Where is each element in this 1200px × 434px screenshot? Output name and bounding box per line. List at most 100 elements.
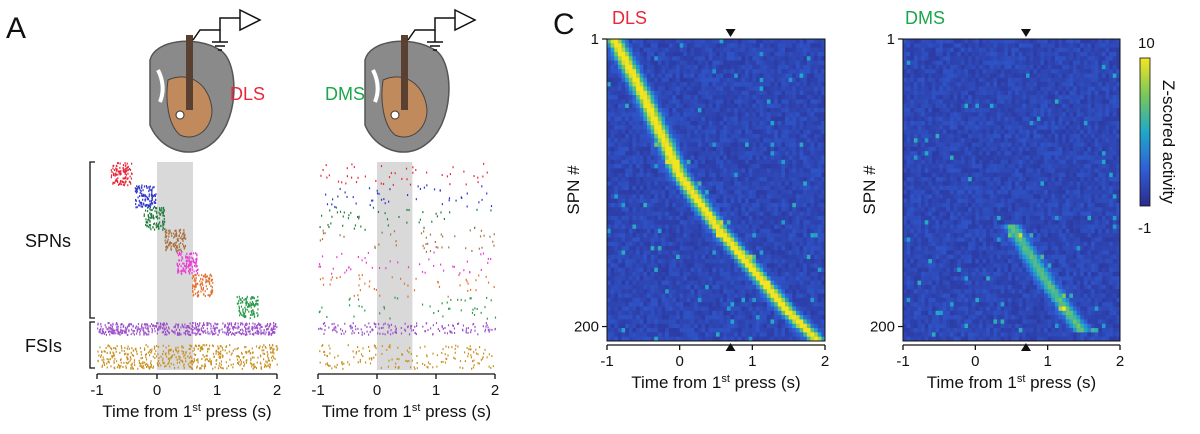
heatmap-cell [621, 190, 626, 195]
spike-mark [140, 350, 142, 353]
spike-mark [150, 350, 153, 353]
heatmap-cell [777, 211, 782, 217]
spike-mark [147, 328, 149, 331]
spike-mark [244, 324, 246, 327]
heatmap-cell [683, 95, 688, 100]
spike-mark [132, 332, 134, 335]
heatmap-cell [643, 129, 648, 135]
heatmap-cell [795, 82, 800, 87]
spike-mark [147, 219, 149, 222]
spike-mark [128, 329, 130, 332]
heatmap-cell [803, 108, 808, 113]
heatmap-cell [752, 56, 757, 61]
spike-mark [149, 208, 151, 211]
spike-mark [406, 194, 409, 197]
spike-mark [189, 260, 191, 263]
heatmap-cell [806, 56, 811, 61]
heatmap-cell [697, 185, 702, 191]
spike-mark [181, 256, 183, 259]
spike-mark [106, 351, 108, 354]
heatmap-cell [737, 90, 742, 96]
spike-mark [239, 297, 241, 300]
spike-mark [273, 352, 275, 355]
spike-mark [180, 259, 182, 262]
spike-mark [103, 350, 105, 353]
heatmap-cell [748, 86, 753, 92]
heatmap-cell [716, 164, 720, 169]
spike-mark [467, 327, 469, 330]
spike-mark [257, 295, 259, 298]
heatmap-cell [636, 151, 640, 156]
spike-mark [441, 174, 443, 177]
heatmap-cell [665, 47, 670, 53]
spike-mark [414, 367, 416, 370]
heatmap-cell [610, 47, 615, 53]
heatmap-cell [741, 51, 746, 57]
spike-mark [400, 277, 402, 280]
spike-mark [275, 345, 277, 348]
heatmap-cell [697, 133, 702, 139]
spike-mark [215, 326, 217, 329]
spike-mark [165, 248, 167, 251]
heatmap-cell [639, 86, 644, 92]
heatmap-cell [730, 64, 735, 70]
heatmap-cell [657, 120, 662, 126]
spike-mark [189, 344, 191, 347]
heatmap-cell [726, 138, 731, 143]
heatmap-cell [726, 47, 731, 53]
heatmap-cell [734, 155, 739, 161]
heatmap-cell [657, 190, 662, 195]
spike-mark [151, 214, 153, 217]
heatmap-cell [719, 99, 724, 105]
spike-mark [440, 233, 442, 236]
heatmap-cell [625, 211, 630, 217]
spike-mark [475, 352, 478, 355]
heatmap-cell [697, 82, 702, 87]
spike-mark [326, 354, 328, 357]
spike-mark [129, 168, 131, 171]
spike-mark [173, 243, 175, 246]
heatmap-cell [799, 138, 804, 143]
spike-mark [445, 357, 447, 360]
spike-mark [193, 353, 196, 356]
spike-mark [156, 362, 158, 365]
heatmap-cell [755, 142, 760, 148]
spike-mark [471, 311, 474, 314]
heatmap-cell [748, 133, 753, 139]
spike-mark [144, 198, 146, 201]
spike-mark [260, 325, 262, 328]
heatmap-cell [683, 69, 688, 74]
spike-mark [112, 174, 115, 177]
heatmap-cell [759, 69, 764, 74]
heatmap-cell [650, 43, 655, 48]
spike-mark [447, 295, 449, 298]
heatmap-cell [748, 69, 753, 74]
spike-mark [208, 280, 210, 283]
heatmap-cell [723, 190, 728, 195]
heatmap-cell [821, 116, 826, 122]
heatmap-cell [668, 51, 673, 57]
heatmap-cell [654, 82, 659, 87]
heatmap-cell [723, 120, 728, 126]
spike-mark [420, 232, 423, 235]
heatmap-cell [748, 103, 753, 109]
heatmap-cell [705, 60, 710, 66]
heatmap-cell [748, 172, 753, 178]
spike-mark [116, 366, 118, 369]
heatmap-cell [821, 159, 826, 165]
heatmap-cell [723, 181, 728, 186]
heatmap-cell [748, 215, 753, 221]
heatmap-cell [770, 43, 775, 48]
spike-mark [159, 325, 161, 328]
heatmap-cell [679, 146, 684, 152]
heatmap-cell [705, 43, 710, 48]
spike-mark [249, 317, 251, 320]
spike-mark [339, 187, 341, 190]
spike-mark [451, 331, 453, 334]
spike-mark [361, 333, 363, 336]
heatmap-cell [668, 73, 673, 79]
heatmap-cell [712, 99, 717, 105]
spike-mark [329, 364, 331, 367]
spike-mark [323, 350, 326, 353]
heatmap-cell [657, 90, 662, 96]
